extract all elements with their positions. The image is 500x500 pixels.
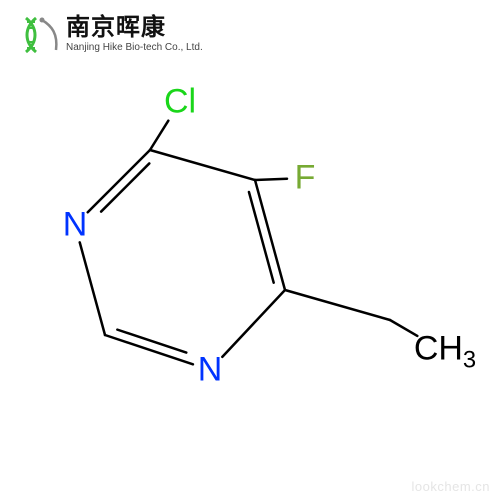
atom-n5: N [198, 351, 223, 390]
atom-ch3: CH3 [414, 330, 476, 375]
watermark-text: lookchem.cn [412, 479, 490, 494]
molecule-structure [0, 0, 500, 500]
atom-cl: Cl [164, 83, 196, 122]
atom-f: F [295, 159, 316, 198]
atom-n1: N [63, 206, 88, 245]
